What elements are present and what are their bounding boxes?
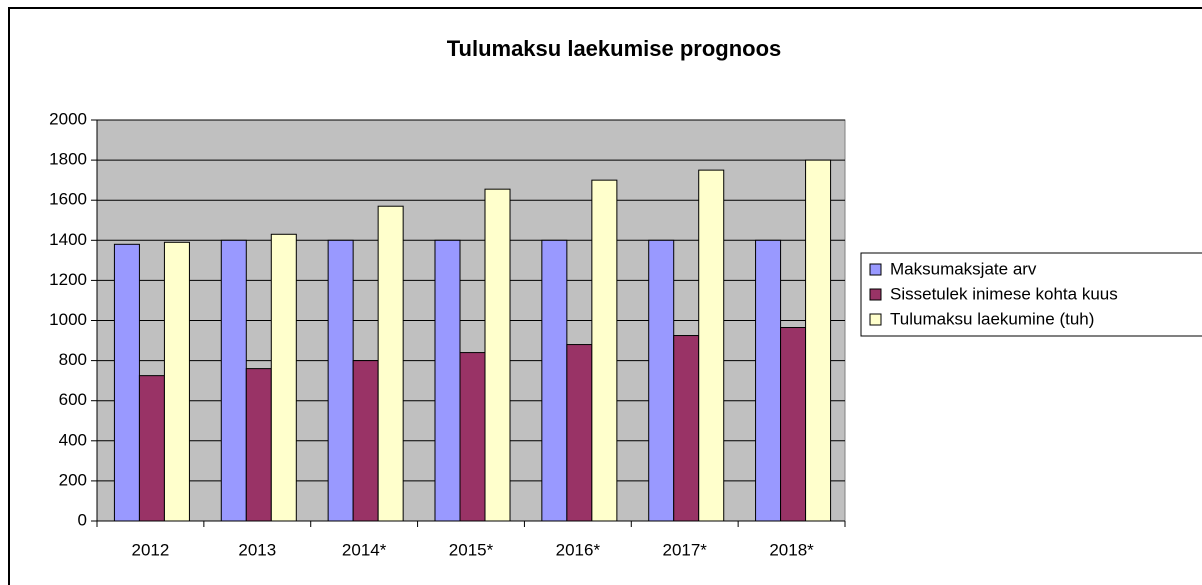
bar [780, 327, 807, 522]
bar [648, 239, 675, 522]
bar [270, 233, 297, 522]
bar [673, 335, 700, 522]
legend-box [860, 252, 1202, 337]
bar [113, 243, 140, 522]
bar [327, 239, 354, 522]
x-tick-label: 2016* [556, 540, 601, 559]
bar [352, 360, 379, 522]
bar [698, 169, 725, 522]
y-tick-label: 1600 [49, 190, 87, 209]
bar [377, 205, 404, 522]
bar [163, 241, 190, 522]
bar [484, 188, 511, 522]
legend-swatch [869, 263, 882, 276]
x-tick-label: 2012 [132, 540, 170, 559]
legend-label: Maksumaksjate arv [890, 259, 1037, 278]
x-tick-label: 2017* [662, 540, 707, 559]
bar [591, 179, 618, 522]
y-tick-label: 1800 [49, 150, 87, 169]
y-tick-label: 800 [59, 350, 87, 369]
legend-swatch [869, 288, 882, 301]
x-tick-label: 2013 [238, 540, 276, 559]
bar [541, 239, 568, 522]
bar [805, 159, 832, 522]
y-tick-label: 1400 [49, 230, 87, 249]
x-tick-label: 2018* [769, 540, 814, 559]
bar [245, 368, 272, 522]
bar [434, 239, 461, 522]
y-tick-label: 0 [78, 510, 87, 529]
bar [566, 344, 593, 522]
y-tick-label: 2000 [49, 109, 87, 128]
x-tick-label: 2015* [449, 540, 494, 559]
bar [220, 239, 247, 522]
y-tick-label: 600 [59, 390, 87, 409]
legend-swatch [869, 313, 882, 326]
y-tick-label: 1200 [49, 270, 87, 289]
y-tick-label: 1000 [49, 310, 87, 329]
bar [459, 352, 486, 522]
bar [138, 375, 165, 522]
y-tick-label: 400 [59, 430, 87, 449]
legend-label: Sissetulek inimese kohta kuus [890, 284, 1118, 303]
bar [755, 239, 782, 522]
legend-label: Tulumaksu laekumine (tuh) [890, 309, 1094, 328]
x-tick-label: 2014* [342, 540, 387, 559]
chart-title: Tulumaksu laekumise prognoos [447, 36, 782, 61]
y-tick-label: 200 [59, 470, 87, 489]
